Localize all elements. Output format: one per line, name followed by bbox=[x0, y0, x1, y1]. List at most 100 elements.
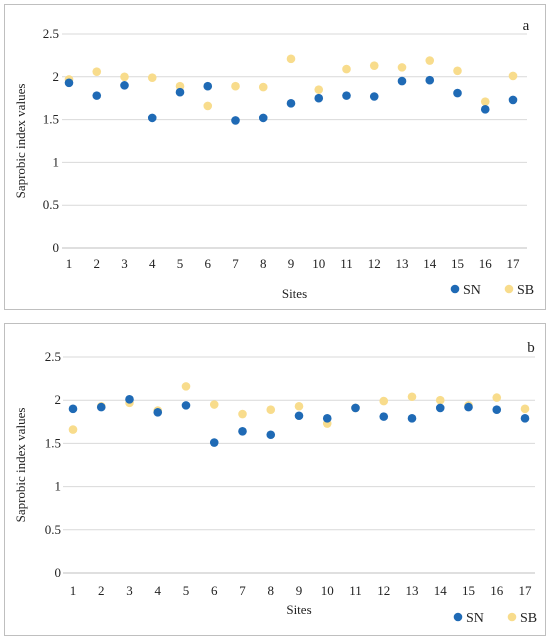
data-point-sb bbox=[203, 101, 213, 111]
x-tick-label: 14 bbox=[434, 583, 448, 598]
data-point-sn bbox=[266, 430, 276, 440]
x-tick-label: 12 bbox=[368, 256, 381, 271]
scatter-chart-b: 00.511.522.51 2 3 4 5 6 7 8 9 10 11 12 13 14 15 16 17Sit… bbox=[13, 340, 537, 626]
x-tick-label: 15 bbox=[451, 256, 464, 271]
data-point-sb bbox=[209, 400, 219, 409]
data-point-sb bbox=[508, 71, 518, 81]
x-tick-label: 9 bbox=[296, 583, 303, 598]
data-point-sb bbox=[314, 85, 324, 94]
data-point-sb bbox=[342, 64, 351, 74]
panel-label: a bbox=[523, 18, 530, 34]
panel-label: b bbox=[527, 340, 535, 356]
data-point-sn bbox=[96, 402, 106, 412]
legend-label-sb: SB bbox=[520, 611, 537, 626]
data-point-sn bbox=[120, 81, 129, 90]
x-tick-label: 11 bbox=[340, 256, 353, 271]
data-point-sn bbox=[453, 88, 462, 98]
data-point-sn bbox=[397, 76, 407, 86]
data-point-sb bbox=[407, 392, 417, 402]
x-tick-label: 2 bbox=[94, 256, 101, 271]
legend-label-sn: SN bbox=[463, 283, 481, 298]
data-point-sn bbox=[286, 99, 296, 108]
x-tick-label: 2 bbox=[98, 583, 105, 598]
y-axis-title: Saprobic index values bbox=[13, 408, 28, 523]
x-tick-label: 17 bbox=[507, 256, 521, 271]
data-point-sb bbox=[369, 61, 379, 70]
data-point-sn bbox=[203, 81, 213, 91]
legend-marker-sb bbox=[504, 284, 514, 294]
y-tick-label: 2 bbox=[55, 392, 62, 407]
x-tick-label: 10 bbox=[321, 583, 334, 598]
data-point-sn bbox=[492, 405, 502, 415]
x-axis-title: Sites bbox=[282, 286, 307, 301]
chart-panel-b: 0 0.5 1 1.5 2 2.5 1 2 3 4 5 6 7 8 9 10 11 12 13 14 15 16 17 Sit… bbox=[4, 323, 546, 636]
data-point-sn bbox=[480, 105, 490, 114]
data-point-sn bbox=[520, 414, 530, 423]
x-tick-label: 16 bbox=[490, 583, 504, 598]
chart-panel-a: 0 0.5 1 1.5 2 2.5 1 2 3 4 5 6 7 8 9 10 11 12 13 14 15 16 17 Sit… bbox=[4, 4, 546, 310]
data-point-sb bbox=[92, 67, 102, 76]
x-tick-label: 10 bbox=[312, 256, 325, 271]
data-point-sb bbox=[453, 66, 462, 76]
y-tick-label: 1.5 bbox=[43, 112, 59, 127]
legend-marker-sb bbox=[507, 612, 517, 622]
x-tick-label: 4 bbox=[155, 583, 162, 598]
data-point-sn bbox=[175, 87, 185, 97]
y-tick-label: 0 bbox=[53, 240, 60, 255]
data-point-sb bbox=[286, 54, 296, 64]
data-point-sn bbox=[181, 401, 191, 410]
data-point-sb bbox=[181, 382, 191, 391]
data-point-sb bbox=[492, 393, 502, 402]
x-tick-label: 4 bbox=[149, 256, 156, 271]
x-tick-label: 7 bbox=[232, 256, 239, 271]
scatter-chart-a: 00.511.522.51 2 3 4 5 6 7 8 9 10 11 12 13 14 15 16 17Sit… bbox=[13, 18, 534, 301]
x-tick-label: 8 bbox=[268, 583, 275, 598]
data-point-sn bbox=[464, 402, 473, 412]
data-point-sb bbox=[266, 405, 276, 415]
legend-label-sb: SB bbox=[517, 283, 534, 298]
data-point-sb bbox=[520, 404, 530, 414]
x-tick-label: 6 bbox=[205, 256, 212, 271]
data-point-sn bbox=[379, 412, 389, 421]
legend-marker-sn bbox=[453, 612, 463, 622]
data-point-sn bbox=[435, 403, 445, 413]
data-point-sn bbox=[407, 414, 417, 423]
data-point-sn bbox=[64, 78, 74, 88]
y-tick-label: 0.5 bbox=[43, 197, 59, 212]
data-point-sn bbox=[508, 95, 518, 105]
data-point-sb bbox=[147, 73, 157, 82]
x-tick-label: 3 bbox=[121, 256, 128, 271]
data-point-sn bbox=[153, 407, 163, 417]
y-tick-label: 0 bbox=[55, 565, 62, 580]
data-point-sn bbox=[342, 91, 351, 100]
x-tick-label: 1 bbox=[70, 583, 77, 598]
data-point-sb bbox=[238, 409, 247, 419]
y-tick-label: 2 bbox=[53, 69, 60, 84]
legend-label-sn: SN bbox=[466, 611, 484, 626]
x-tick-label: 3 bbox=[126, 583, 133, 598]
data-point-sb bbox=[175, 81, 185, 91]
data-point-sn bbox=[147, 113, 157, 123]
data-point-sn bbox=[351, 403, 360, 413]
x-tick-label: 5 bbox=[183, 583, 190, 598]
data-point-sb bbox=[435, 395, 445, 405]
data-point-sn bbox=[258, 113, 268, 123]
data-point-sn bbox=[209, 438, 219, 447]
x-tick-label: 13 bbox=[396, 256, 409, 271]
data-point-sn bbox=[238, 427, 247, 436]
data-point-sb bbox=[379, 396, 389, 406]
data-point-sb bbox=[425, 56, 435, 65]
data-point-sn bbox=[314, 93, 324, 103]
x-tick-label: 12 bbox=[377, 583, 390, 598]
data-point-sb bbox=[231, 81, 240, 91]
data-point-sb bbox=[258, 82, 268, 92]
x-axis-title: Sites bbox=[286, 602, 311, 617]
y-tick-label: 1.5 bbox=[45, 435, 61, 450]
data-point-sb bbox=[120, 72, 129, 82]
data-point-sn bbox=[425, 75, 435, 85]
data-point-sn bbox=[294, 411, 304, 421]
x-tick-label: 13 bbox=[406, 583, 419, 598]
x-tick-label: 11 bbox=[349, 583, 362, 598]
data-point-sn bbox=[125, 395, 134, 404]
data-point-sn bbox=[92, 91, 102, 100]
